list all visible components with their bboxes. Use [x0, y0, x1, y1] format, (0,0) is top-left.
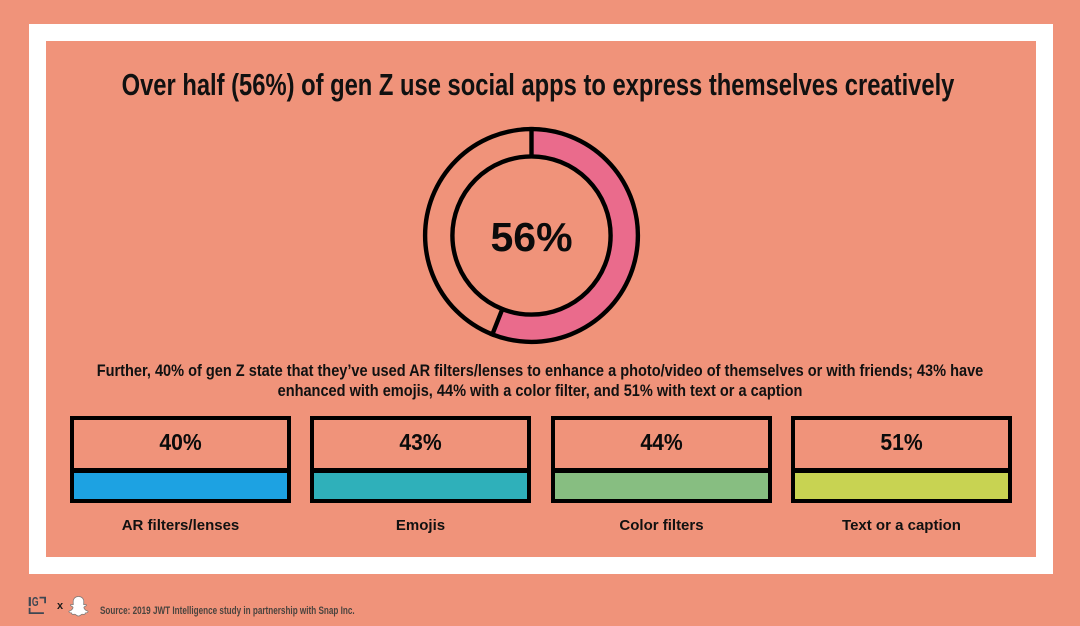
svg-text:G: G — [32, 596, 39, 610]
